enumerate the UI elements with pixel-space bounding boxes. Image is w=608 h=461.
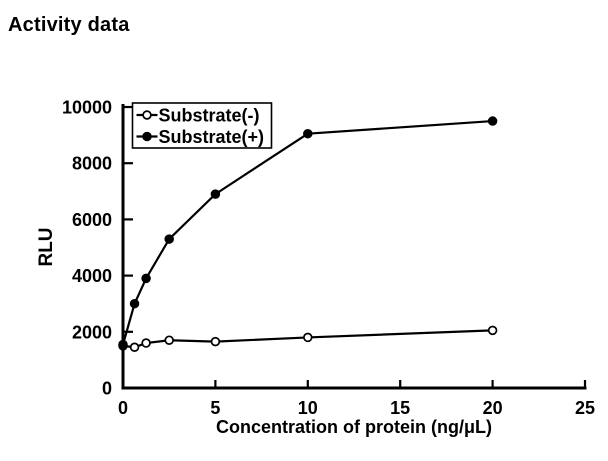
y-tick-label: 8000 — [72, 154, 112, 174]
legend-entry-substrate: Substrate(+) — [136, 127, 265, 147]
series-line-substrate — [121, 119, 493, 345]
data-point-substrate — [164, 234, 174, 244]
data-point-substrate — [141, 338, 151, 348]
y-tick-label: 6000 — [72, 210, 112, 230]
data-point-substrate — [210, 189, 221, 199]
x-tick-label: 25 — [575, 398, 595, 418]
x-tick-label: 10 — [298, 398, 318, 418]
y-tick-label: 2000 — [72, 322, 112, 342]
x-tick-label: 0 — [118, 398, 128, 418]
legend-box — [131, 102, 273, 149]
y-tick-label: 10000 — [62, 98, 112, 118]
legend-label-substrate: Substrate(-) — [159, 106, 260, 126]
data-point-substrate — [210, 336, 221, 347]
data-point-substrate — [487, 116, 498, 126]
x-tick-label: 15 — [390, 398, 410, 418]
data-point-substrate — [487, 325, 498, 336]
data-point-substrate — [164, 335, 174, 345]
data-point-substrate — [141, 273, 151, 284]
data-point-substrate — [303, 332, 313, 343]
data-point-substrate — [303, 128, 313, 139]
y-tick-label: 4000 — [72, 266, 112, 286]
y-axis-title: RLU — [36, 227, 57, 267]
legend: Substrate(-)Substrate(+) — [131, 102, 273, 149]
legend-label-substrate: Substrate(+) — [159, 127, 265, 147]
chart-title: Activity data — [8, 14, 130, 36]
data-point-substrate — [129, 298, 140, 309]
x-tick-label: 20 — [483, 398, 503, 418]
legend-marker-open-circle — [142, 110, 152, 120]
legend-entry-substrate: Substrate(-) — [136, 106, 260, 126]
data-point-substrate — [118, 339, 128, 350]
data-point-substrate — [129, 342, 140, 353]
legend-marker-filled-circle — [142, 131, 152, 142]
x-tick-label: 5 — [210, 398, 220, 418]
y-tick-label: 0 — [102, 379, 112, 399]
x-axis-title: Concentration of protein (ng/μL) — [216, 417, 492, 437]
